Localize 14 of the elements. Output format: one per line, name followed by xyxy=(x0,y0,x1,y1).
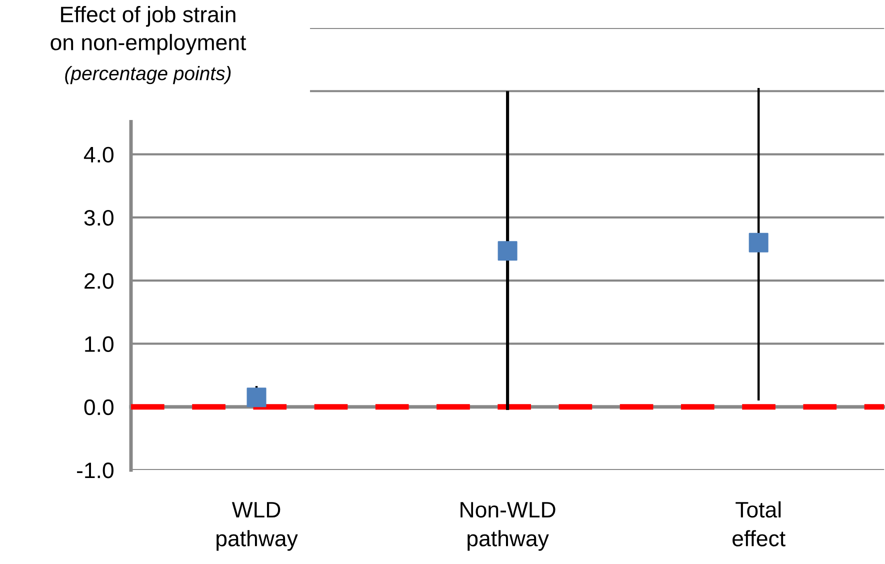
y-tick-label: 0.0 xyxy=(84,399,114,416)
x-tick-label: WLD pathway xyxy=(216,502,298,551)
point xyxy=(498,241,518,261)
text: (percentage points) xyxy=(65,66,231,84)
y-tick-label: 4.0 xyxy=(84,146,114,163)
y-tick-label: 3.0 xyxy=(84,210,114,226)
y-tick-label: 1.0 xyxy=(85,336,114,352)
y-tick-label: -1.0 xyxy=(77,462,114,478)
chart-title: Effect of job strain on non-employment xyxy=(50,6,246,55)
y-tick-label: 2.0 xyxy=(84,273,114,289)
x-tick-label: Total effect xyxy=(732,501,786,546)
point xyxy=(748,232,768,252)
point xyxy=(246,388,266,408)
x-tick-label: Non-WLD pathway xyxy=(460,502,556,551)
